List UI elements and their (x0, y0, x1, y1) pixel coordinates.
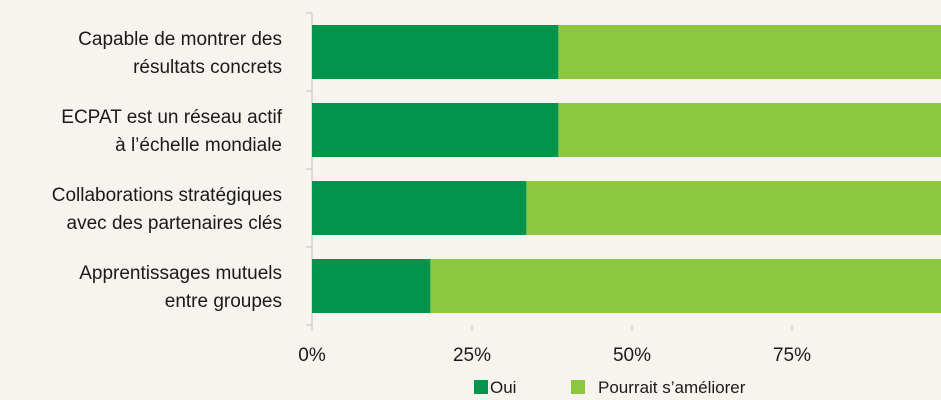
chart-legend: Oui Pourrait s’améliorer (474, 378, 746, 397)
category-label: Collaborations stratégiques avec des part… (52, 185, 282, 234)
legend-label: Oui (490, 378, 516, 397)
legend-swatch (571, 380, 585, 394)
bar-oui (312, 259, 431, 313)
x-tick-label: 25% (453, 345, 491, 366)
legend-swatch (474, 380, 488, 394)
chart-bars (312, 25, 941, 313)
bar-pourrait-ameliorer (526, 181, 941, 235)
category-label: ECPAT est un réseau actif à l’échelle mon… (61, 107, 282, 156)
x-tick-labels: 0% 25% 50% 75% (298, 345, 811, 366)
category-labels: Capable de montrer des résultats concrets… (52, 29, 283, 312)
bar-oui (312, 181, 527, 235)
x-tick-label: 50% (613, 345, 651, 366)
x-tick-label: 75% (773, 345, 811, 366)
legend-label: Pourrait s’améliorer (598, 378, 746, 397)
category-label: Capable de montrer des résultats concrets (78, 29, 282, 78)
category-label: Apprentissages mutuels entre groupes (79, 263, 282, 312)
bar-pourrait-ameliorer (558, 25, 941, 79)
bar-oui (312, 103, 559, 157)
x-tick-label: 0% (298, 345, 326, 366)
bar-pourrait-ameliorer (558, 103, 941, 157)
bar-pourrait-ameliorer (430, 259, 941, 313)
bar-oui (312, 25, 559, 79)
